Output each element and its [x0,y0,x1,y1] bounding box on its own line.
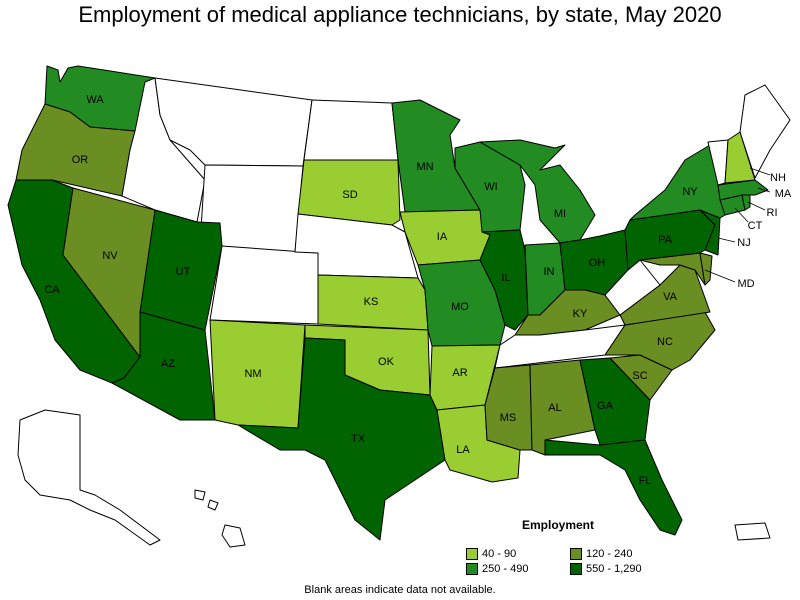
state-labels: WA OR CA NV UT AZ NM SD KS OK TX MN IA MO AR LA WI IL MI IN… [44,94,792,487]
state-label-NH: NH [770,172,786,184]
state-WV[interactable] [604,259,661,316]
state-label-OK: OK [378,356,395,368]
state-ME[interactable] [739,84,791,179]
state-FL[interactable] [544,439,683,536]
state-label-MS: MS [500,412,517,424]
map-title: Employment of medical appliance technici… [78,2,722,27]
state-label-WA: WA [86,94,104,106]
territory-PR[interactable] [734,522,771,541]
state-label-KS: KS [364,296,379,308]
state-NY[interactable] [629,144,726,221]
legend-swatch [570,548,582,561]
state-label-NM: NM [244,368,261,380]
state-label-MA: MA [775,188,792,200]
state-label-CA: CA [44,284,60,296]
legend-item-120-240: 120 - 240 [570,548,632,561]
state-label-OR: OR [72,154,89,166]
footnote: Blank areas indicate data not available. [304,584,496,596]
state-SD[interactable] [297,159,401,226]
state-MI[interactable] [479,139,596,244]
state-label-MI: MI [554,208,566,220]
state-MS[interactable] [484,364,533,451]
state-ND[interactable] [303,99,399,161]
legend-swatch [570,563,582,576]
legend-item-550-1290: 550 - 1,290 [570,563,642,576]
state-label-VA: VA [663,291,678,303]
state-label-GA: GA [597,400,614,412]
state-label-PA: PA [658,234,673,246]
state-label-SC: SC [632,370,647,382]
state-label-NY: NY [682,186,698,198]
state-label-IL: IL [501,272,510,284]
state-label-AZ: AZ [161,358,175,370]
legend-title: Employment [522,518,595,532]
legend-swatch [466,548,478,561]
state-label-SD: SD [342,189,357,201]
state-label-NJ: NJ [737,237,750,249]
state-label-CT: CT [748,220,763,232]
legend-item-250-490: 250 - 490 [466,563,528,576]
state-AZ[interactable] [111,311,216,421]
state-label-KY: KY [573,308,588,320]
state-AK[interactable] [17,409,161,546]
state-label-AR: AR [452,367,467,379]
state-label-NC: NC [657,336,673,348]
legend: Employment 40 - 90 120 - 240 250 - 490 5… [460,518,710,578]
state-label-IN: IN [544,266,555,278]
state-CO[interactable] [209,245,319,325]
state-label-FL: FL [639,475,652,487]
state-label-TX: TX [351,433,366,445]
legend-swatch [466,563,478,576]
state-HI[interactable] [194,489,246,548]
state-label-MN: MN [416,161,433,173]
state-TX[interactable] [237,337,446,541]
state-label-RI: RI [767,207,778,219]
state-label-WI: WI [484,181,497,193]
state-NH[interactable] [724,131,756,184]
state-label-AL: AL [548,402,561,414]
state-label-NV: NV [102,250,118,262]
state-label-IA: IA [437,231,448,243]
state-label-UT: UT [176,266,191,278]
state-label-MO: MO [451,301,469,313]
state-IL[interactable] [479,229,529,331]
state-TN[interactable] [494,324,626,369]
state-DE[interactable] [699,252,713,286]
state-label-OH: OH [589,257,606,269]
legend-item-40-90: 40 - 90 [466,548,516,561]
state-label-MD: MD [737,278,754,290]
state-label-LA: LA [456,444,470,456]
